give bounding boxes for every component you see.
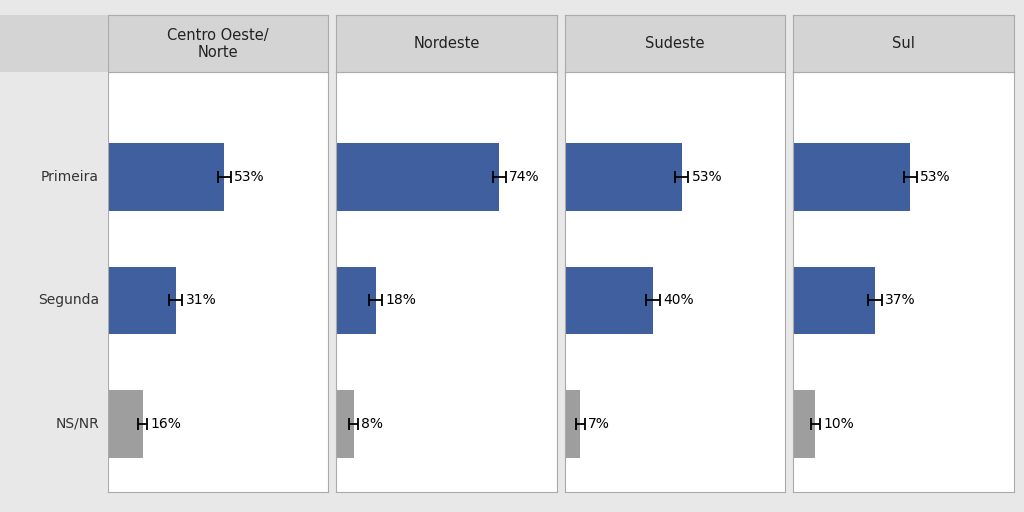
Text: 16%: 16% [151,417,181,431]
Bar [794,267,874,334]
Text: Centro Oeste/
Norte: Centro Oeste/ Norte [167,28,268,60]
Text: 53%: 53% [691,170,722,184]
Bar [336,390,353,458]
Text: 53%: 53% [234,170,265,184]
Bar [565,267,653,334]
Text: Primeira: Primeira [41,170,99,184]
Text: 40%: 40% [663,293,693,308]
Text: 7%: 7% [588,417,609,431]
Text: 37%: 37% [885,293,915,308]
Bar [336,143,500,211]
Bar [794,390,815,458]
Text: Sudeste: Sudeste [645,36,705,51]
Text: Segunda: Segunda [38,293,99,308]
Text: 74%: 74% [509,170,540,184]
Text: Sul: Sul [892,36,915,51]
Text: 53%: 53% [921,170,950,184]
Bar [565,143,682,211]
Bar [336,267,376,334]
Bar [108,267,176,334]
Text: Nordeste: Nordeste [413,36,479,51]
Bar [794,143,910,211]
Bar [565,390,581,458]
Text: 8%: 8% [361,417,383,431]
Text: 18%: 18% [386,293,417,308]
Text: NS/NR: NS/NR [55,417,99,431]
Text: 31%: 31% [185,293,216,308]
Text: 10%: 10% [823,417,854,431]
Bar [108,143,224,211]
Bar [108,390,142,458]
